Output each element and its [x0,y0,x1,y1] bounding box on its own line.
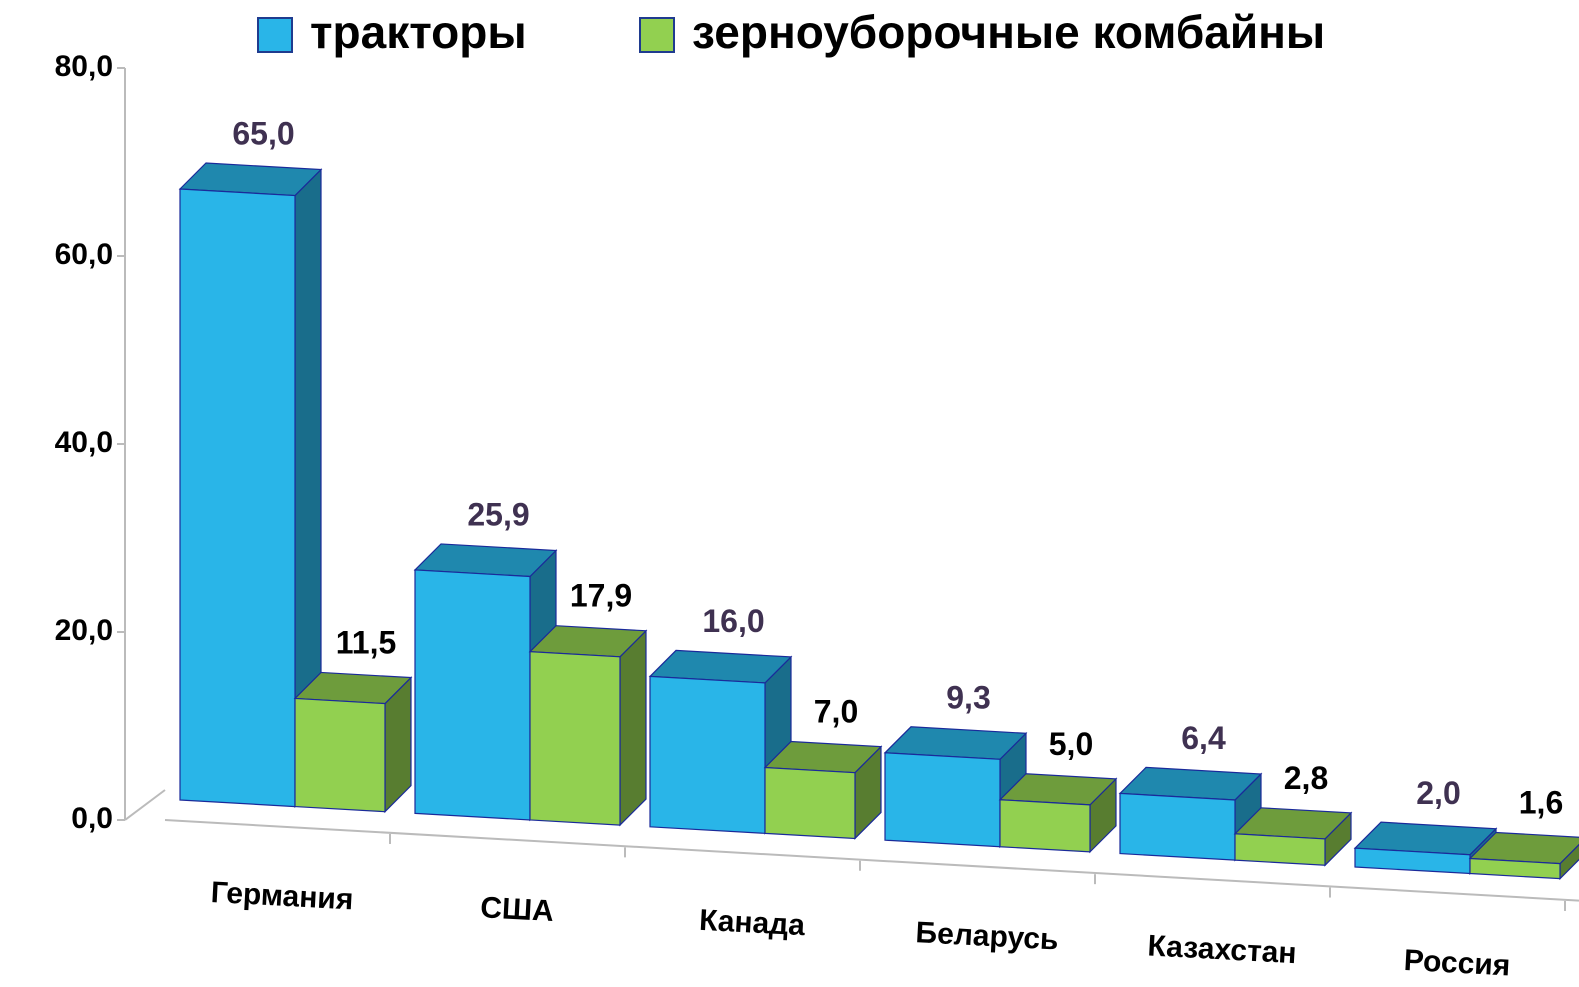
value-label: 1,6 [1519,785,1563,821]
floor-line [164,819,1579,902]
bar [1353,821,1498,875]
bar-face [414,569,531,821]
x-tick-label: США [480,891,555,928]
bar [1118,766,1263,862]
value-label: 17,9 [570,578,632,614]
bar-face [649,675,766,834]
legend-label: зерноуборочные комбайны [692,6,1325,58]
value-label: 11,5 [336,624,397,660]
bar-face [294,697,386,813]
bar-face [1354,847,1471,875]
bar-face [179,188,296,808]
x-tick-label: Казахстан [1147,929,1298,970]
value-label: 5,0 [1049,726,1093,762]
value-label: 2,8 [1284,760,1328,796]
bar-face [529,651,621,826]
bar-face [1469,857,1561,880]
value-label: 65,0 [232,116,294,152]
x-tick-label: Канада [698,904,806,943]
bar-face [999,799,1091,853]
bar [1468,831,1579,881]
y-tick-label: 40,0 [55,426,113,459]
bar-face [619,629,647,827]
value-label: 25,9 [467,497,529,533]
value-label: 16,0 [702,603,764,639]
bar-face [764,766,856,840]
bar-face [1119,792,1236,861]
bar [648,649,793,835]
legend-label: тракторы [310,6,527,58]
bar [1233,807,1353,867]
legend-swatch [257,17,293,53]
bar [178,162,323,809]
value-label: 9,3 [946,679,990,715]
floor-back [124,789,166,821]
bar [763,740,883,840]
bar-face [1234,833,1326,866]
x-tick-label: Германия [210,876,354,916]
x-tick-label: Россия [1403,944,1511,983]
bar [998,773,1118,854]
bar [293,671,413,814]
y-tick-label: 0,0 [71,802,113,835]
bar-face [884,752,1001,848]
x-tick-label: Беларусь [915,916,1060,956]
y-tick-label: 80,0 [55,50,113,83]
value-label: 2,0 [1416,775,1460,811]
legend-swatch [639,17,675,53]
bar [528,625,648,827]
y-tick-label: 20,0 [55,614,113,647]
value-label: 7,0 [814,694,858,730]
value-label: 6,4 [1181,720,1226,756]
y-tick-label: 60,0 [55,238,113,271]
